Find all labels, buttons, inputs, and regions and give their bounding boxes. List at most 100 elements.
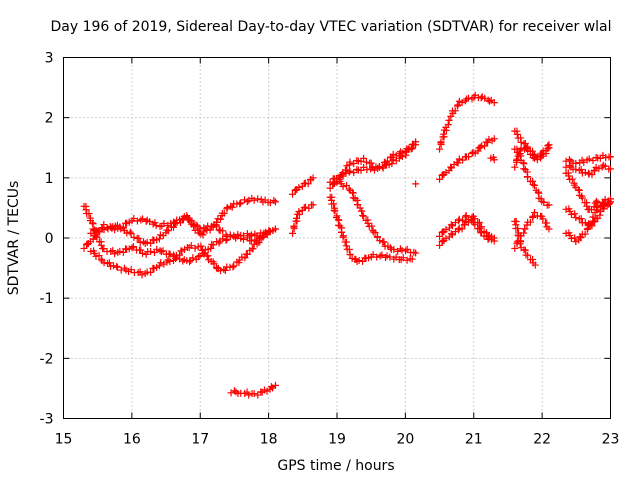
data-point xyxy=(95,252,103,260)
data-point xyxy=(572,159,580,167)
data-point xyxy=(295,184,303,192)
data-point xyxy=(589,157,597,165)
data-point xyxy=(113,263,121,271)
data-point xyxy=(581,230,589,238)
data-point xyxy=(386,244,394,252)
data-point xyxy=(531,181,539,189)
data-point xyxy=(139,215,147,223)
data-point xyxy=(407,145,415,153)
data-point xyxy=(230,262,238,270)
data-point xyxy=(92,252,100,260)
data-point xyxy=(475,225,483,233)
data-point xyxy=(157,248,165,256)
data-point xyxy=(147,268,155,276)
data-point xyxy=(271,225,279,233)
data-point xyxy=(346,158,354,166)
data-point xyxy=(113,221,121,229)
data-point xyxy=(226,231,234,239)
data-point xyxy=(521,225,529,233)
data-point xyxy=(304,180,312,188)
data-point xyxy=(170,256,178,264)
data-point xyxy=(123,229,131,237)
data-point xyxy=(461,221,469,229)
data-point xyxy=(130,233,138,241)
data-point xyxy=(526,218,534,226)
y-tick-label: 1 xyxy=(45,171,54,187)
data-point xyxy=(513,155,521,163)
data-point xyxy=(350,160,358,168)
data-point xyxy=(331,207,339,215)
data-point xyxy=(577,166,585,174)
data-point xyxy=(455,226,463,234)
data-point xyxy=(254,195,262,203)
data-point xyxy=(166,250,174,258)
data-point xyxy=(591,166,599,174)
data-point xyxy=(386,253,394,261)
data-point xyxy=(403,256,411,264)
data-point xyxy=(229,263,237,271)
data-point xyxy=(359,257,367,265)
data-point xyxy=(380,238,388,246)
data-point xyxy=(572,214,580,222)
data-point xyxy=(116,248,124,256)
data-point xyxy=(138,271,146,279)
data-point xyxy=(376,237,384,245)
data-point xyxy=(243,250,251,258)
data-point xyxy=(545,201,553,209)
data-point xyxy=(595,165,603,173)
data-point xyxy=(309,201,317,209)
y-tick-label: 2 xyxy=(45,111,54,127)
data-point xyxy=(240,235,248,243)
data-point xyxy=(607,153,614,161)
data-point xyxy=(565,172,573,180)
data-point xyxy=(94,227,102,235)
data-point xyxy=(295,208,303,216)
data-point xyxy=(147,248,155,256)
data-point xyxy=(462,212,470,220)
data-point xyxy=(440,130,448,138)
data-point xyxy=(412,138,420,146)
y-tick-label: -2 xyxy=(40,351,54,367)
data-point xyxy=(237,199,245,207)
data-point xyxy=(185,216,193,224)
data-point xyxy=(578,194,586,202)
data-point xyxy=(164,227,172,235)
data-point xyxy=(194,253,202,261)
data-point xyxy=(346,167,354,175)
data-point xyxy=(267,383,275,391)
data-point xyxy=(592,197,600,205)
data-point xyxy=(389,156,397,164)
data-point xyxy=(383,157,391,165)
data-point xyxy=(455,155,463,163)
data-point xyxy=(539,215,547,223)
data-point xyxy=(356,204,364,212)
data-point xyxy=(447,230,455,238)
data-point xyxy=(355,257,363,265)
data-point xyxy=(166,257,174,265)
data-point xyxy=(309,174,317,182)
data-point xyxy=(113,262,121,270)
data-point xyxy=(373,233,381,241)
data-point xyxy=(588,171,596,179)
data-point xyxy=(585,169,593,177)
data-point xyxy=(444,121,452,129)
data-point xyxy=(567,210,575,218)
data-point xyxy=(338,228,346,236)
data-point xyxy=(481,94,489,102)
data-point xyxy=(455,215,463,223)
data-point xyxy=(451,107,459,115)
data-point xyxy=(514,224,522,232)
y-tick-label: 0 xyxy=(45,231,54,247)
data-point xyxy=(110,262,118,270)
data-point xyxy=(105,259,113,267)
data-point xyxy=(368,222,376,230)
data-point xyxy=(521,139,529,147)
y-tick-label: -3 xyxy=(40,412,54,428)
data-point xyxy=(529,154,537,162)
y-axis-label: SDTVAR / TECUs xyxy=(6,181,22,296)
data-point xyxy=(475,218,483,226)
data-point xyxy=(359,212,367,220)
data-point xyxy=(490,99,498,107)
data-point xyxy=(197,242,205,250)
data-point xyxy=(133,217,141,225)
